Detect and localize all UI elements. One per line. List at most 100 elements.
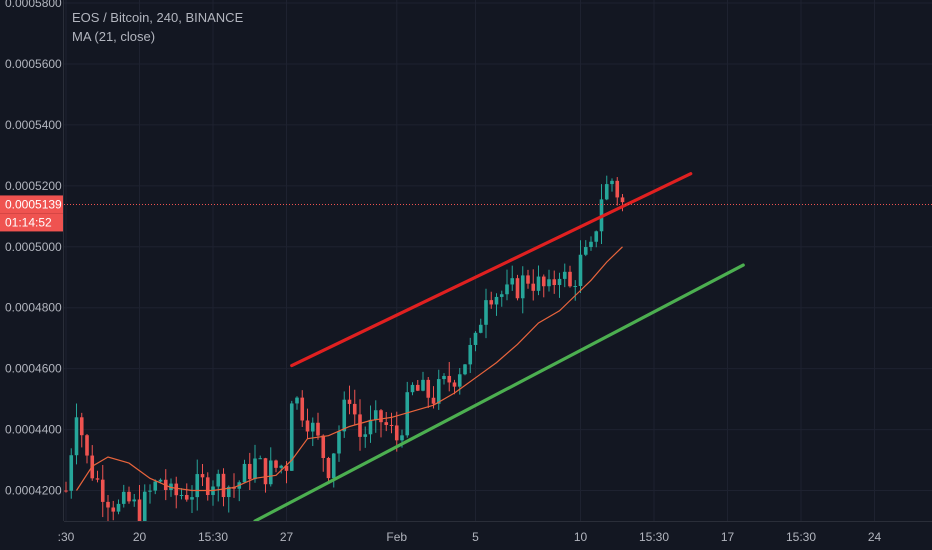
candle-down <box>384 422 389 425</box>
candle-down <box>552 279 557 286</box>
candle-down <box>247 463 252 480</box>
candle-up <box>74 417 79 456</box>
candle-up <box>478 324 483 333</box>
ma-21-line <box>75 246 623 492</box>
candle-up <box>253 458 257 480</box>
x-tick-label: 15:30 <box>198 530 228 544</box>
candle-down <box>85 435 89 456</box>
candle-up <box>589 241 593 248</box>
candle-down <box>106 501 110 508</box>
candle-up <box>216 473 221 487</box>
candle-down <box>316 422 320 436</box>
candle-down <box>515 278 520 299</box>
candle-up <box>610 180 614 185</box>
candle-up <box>562 271 567 279</box>
candle-up <box>457 374 462 387</box>
candle-up <box>342 399 347 432</box>
plot-area[interactable] <box>64 0 932 528</box>
candle-down <box>263 458 268 485</box>
candle-up <box>169 483 173 490</box>
candle-down <box>137 499 142 521</box>
candle-down <box>305 420 310 432</box>
candle-down <box>389 424 394 426</box>
candle-up <box>499 294 504 297</box>
y-tick-label: 0.0005000 <box>5 240 62 254</box>
candle-up <box>510 278 515 285</box>
candle-up <box>295 397 299 404</box>
y-tick-label: 0.0004200 <box>5 484 62 498</box>
candle-up <box>363 434 368 437</box>
candle-up <box>148 490 152 492</box>
candle-down <box>64 490 68 492</box>
candle-down <box>221 473 226 498</box>
y-tick-label: 0.0004400 <box>5 423 62 437</box>
candle-up <box>421 379 425 391</box>
candle-up <box>368 419 373 435</box>
candle-down <box>431 397 436 404</box>
x-tick-label: 15:30 <box>786 530 816 544</box>
symbol-title[interactable]: EOS / Bitcoin, 240, BINANCE <box>72 10 244 25</box>
resistance-trend-line[interactable] <box>290 172 693 368</box>
candle-up <box>463 364 467 375</box>
candle-down <box>452 382 457 387</box>
candle-up <box>410 384 415 393</box>
candle-down <box>95 478 100 480</box>
candle-up <box>195 474 200 498</box>
x-tick-label: 10 <box>574 530 588 544</box>
candle-up <box>436 379 441 404</box>
candle-down <box>379 410 383 423</box>
current-price-label: 0.0005139 <box>5 197 62 211</box>
candle-down <box>568 271 572 287</box>
candle-up <box>400 435 404 441</box>
x-tick-label: 27 <box>280 530 294 544</box>
candle-down <box>127 491 131 502</box>
candle-down <box>321 435 326 458</box>
candle-up <box>405 392 410 436</box>
candle-up <box>547 279 551 287</box>
x-tick-label: 20 <box>133 530 147 544</box>
candle-up <box>289 403 294 471</box>
support-trend-line[interactable] <box>253 263 745 521</box>
x-tick-label: 17 <box>721 530 735 544</box>
y-tick-label: 0.0004800 <box>5 301 62 315</box>
candle-up <box>557 278 562 286</box>
candle-down <box>205 477 210 496</box>
candle-up <box>583 247 588 255</box>
candle-up <box>279 465 284 468</box>
y-tick-label: 0.0005800 <box>5 0 62 10</box>
candle-down <box>620 197 625 203</box>
candle-up <box>132 499 137 502</box>
candle-down <box>526 275 530 284</box>
y-tick-label: 0.0005600 <box>5 57 62 71</box>
candle-up <box>258 458 263 460</box>
candle-down <box>100 479 105 502</box>
candle-up <box>604 184 609 200</box>
ma-indicator-label[interactable]: MA (21, close) <box>72 29 156 44</box>
candle-up <box>373 410 378 420</box>
candle-down <box>415 384 420 391</box>
candle-up <box>442 375 446 380</box>
candle-down <box>200 474 205 478</box>
candle-up <box>179 494 184 496</box>
candle-up <box>473 332 478 345</box>
candle-down <box>274 460 278 468</box>
candle-up <box>153 481 158 491</box>
candle-down <box>284 465 289 471</box>
candle-up <box>69 455 74 491</box>
candle-up <box>158 479 163 482</box>
candle-down <box>358 414 362 437</box>
candle-up <box>242 463 247 483</box>
candle-down <box>300 397 305 421</box>
candle-up <box>468 344 473 365</box>
y-tick-label: 0.0005200 <box>5 179 62 193</box>
candle-down <box>394 425 399 441</box>
candle-down <box>111 507 116 512</box>
x-tick-label: :30 <box>58 530 75 544</box>
candle-up <box>494 296 499 305</box>
candle-up <box>190 497 194 500</box>
candle-up <box>594 231 599 242</box>
candle-up <box>331 453 336 479</box>
candle-up <box>520 275 525 299</box>
candle-up <box>121 491 126 504</box>
